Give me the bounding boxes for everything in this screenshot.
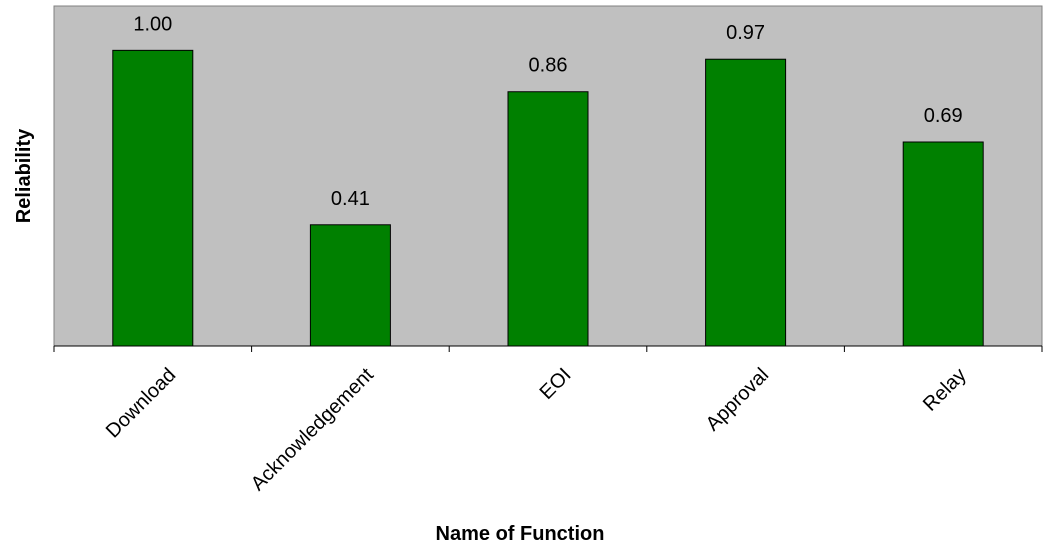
y-axis-title: Reliability bbox=[13, 128, 35, 223]
x-axis-ticks bbox=[53, 346, 1043, 352]
bar-acknowledgement bbox=[309, 224, 391, 347]
x-axis-title: Name of Function bbox=[436, 523, 605, 545]
bar-relay bbox=[902, 141, 984, 347]
data-label-download: 1.00 bbox=[133, 13, 172, 35]
data-label-approval: 0.97 bbox=[726, 22, 765, 44]
bar-download bbox=[112, 49, 194, 347]
data-label-eoi: 0.86 bbox=[529, 55, 568, 77]
x-tick-label-approval: Approval bbox=[702, 364, 773, 435]
data-label-acknowledgement: 0.41 bbox=[331, 188, 370, 210]
x-tick-label-download: Download bbox=[102, 364, 180, 442]
x-tick-label-eoi: EOI bbox=[536, 364, 576, 404]
data-label-relay: 0.69 bbox=[924, 105, 963, 127]
bars-layer bbox=[112, 49, 984, 347]
data-labels-layer: 1.00 0.41 0.86 0.97 0.69 bbox=[133, 13, 962, 209]
x-axis-tick-labels: Download Acknowledgement EOI Approval Relay bbox=[102, 364, 971, 495]
x-tick-label-acknowledgement: Acknowledgement bbox=[247, 364, 378, 495]
bar-eoi bbox=[507, 91, 589, 347]
x-tick-label-relay: Relay bbox=[919, 364, 971, 416]
bar-approval bbox=[705, 58, 787, 347]
